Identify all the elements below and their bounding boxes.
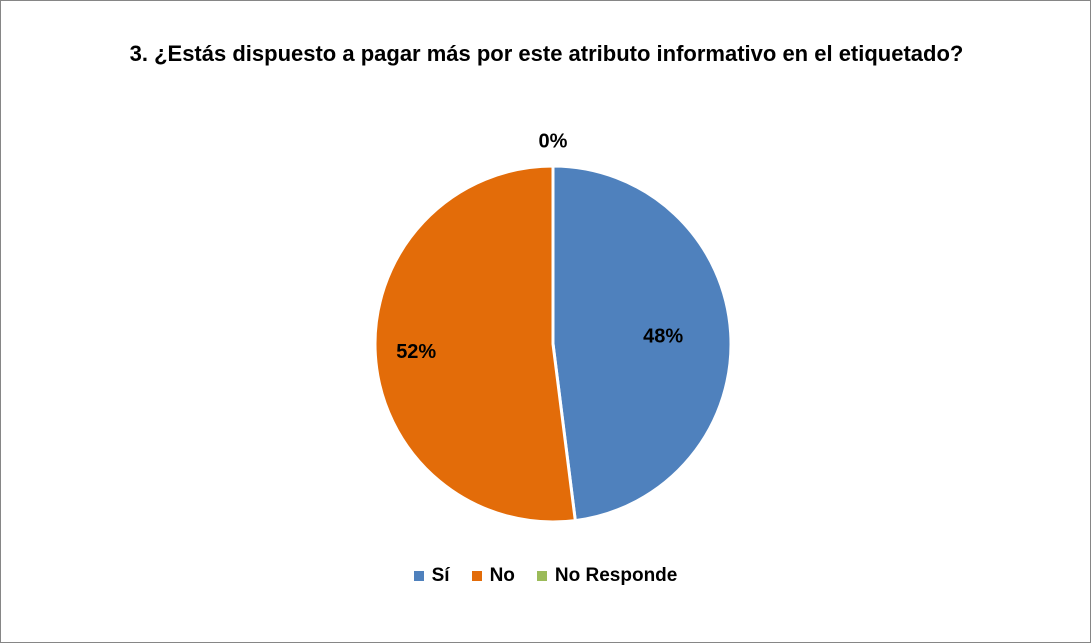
chart-title: 3. ¿Estás dispuesto a pagar más por este…: [129, 41, 964, 66]
legend-swatch: [471, 571, 482, 581]
legend-entry: No Responde: [536, 565, 678, 587]
legend-label: No Responde: [554, 565, 678, 586]
data-label: 52%: [396, 341, 436, 363]
pie-slice: [373, 164, 577, 524]
data-label: 0%: [539, 130, 568, 152]
data-label: 48%: [643, 325, 683, 347]
legend-entry: No: [471, 565, 515, 587]
pie-slice: [551, 164, 733, 523]
legend-label: Sí: [431, 565, 450, 586]
legend-label: No: [489, 565, 515, 586]
legend-entry: Sí: [413, 565, 450, 587]
legend-swatch: [413, 571, 424, 581]
legend: Sí No No Responde: [0, 565, 1091, 587]
legend-swatch: [536, 571, 547, 581]
